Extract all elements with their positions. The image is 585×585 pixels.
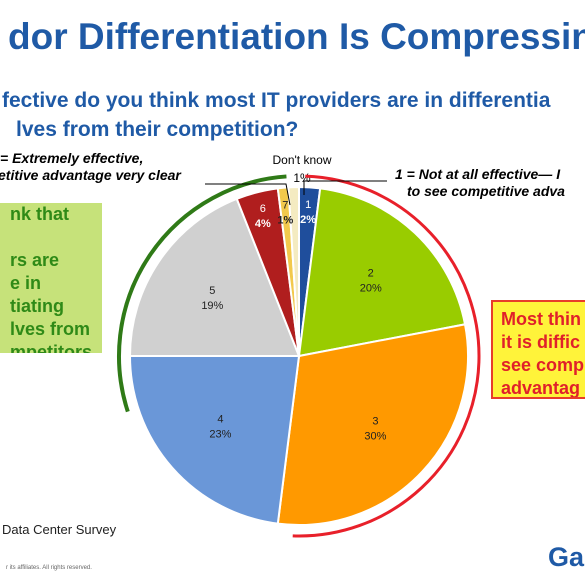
slice-category-label: 6 — [260, 203, 266, 215]
slice-category-label: 2 — [368, 268, 374, 280]
label-extremely-effective-line-1: = Extremely effective, — [0, 150, 144, 166]
slice-category-label: 7 — [282, 199, 288, 211]
pie-slice-don-t-know — [287, 185, 300, 357]
slice-category-label: 5 — [209, 285, 215, 297]
label-dont-know-text: Don't know — [272, 153, 332, 167]
green-line-4: tiating — [10, 296, 64, 316]
slice-value-label: 30% — [364, 431, 386, 443]
green-line-5: lves from — [10, 319, 91, 339]
leader-line-not-at-all — [303, 180, 387, 195]
pie-slice-5 — [128, 197, 301, 357]
difficult-callout-box: Most thin it is diffic see comp advantag — [491, 300, 585, 399]
pie-slice-3 — [276, 323, 469, 526]
green-line-0: nk that — [10, 204, 70, 224]
difficult-bracket-arc — [292, 174, 481, 538]
brand-logo-text: Ga — [548, 542, 585, 572]
pie-slice-2 — [297, 187, 467, 358]
slide-title: dor Differentiation Is Compressing — [0, 6, 585, 66]
label-extremely-effective: = Extremely effective, etitive advantage… — [0, 150, 213, 184]
pie-labels: 1 2% 2 20% 3 30% 4 23% 5 19% 6 4% 7 1% — [201, 199, 386, 443]
slice-value-label: 1% — [277, 214, 293, 226]
slice-category-label: 3 — [372, 416, 378, 428]
slide-title-text: dor Differentiation Is Compressing — [8, 16, 585, 57]
slice-value-label: 23% — [209, 428, 231, 440]
copyright-notice: r its affiliates. All rights reserved. — [6, 565, 92, 571]
effective-bracket-arc — [117, 174, 287, 413]
pie-slices — [128, 185, 469, 526]
label-extremely-effective-line-2: etitive advantage very clear — [0, 167, 181, 183]
green-line-3: e in — [10, 273, 42, 293]
leader-line-extremely-effective — [205, 183, 291, 206]
slice-category-label: 4 — [217, 413, 223, 425]
yellow-line-3: advantag — [501, 378, 581, 398]
yellow-line-0: Most thin — [501, 309, 581, 329]
slice-category-label: 1 — [305, 199, 311, 211]
label-not-at-all-effective: 1 = Not at all effective— I to see compe… — [385, 166, 585, 200]
yellow-line-1: it is diffic — [501, 332, 581, 352]
slice-value-label: 20% — [360, 283, 382, 295]
label-not-at-all-line-2: to see competitive adva — [407, 183, 565, 199]
slice-value-label: 4% — [255, 218, 271, 230]
question-line-1: fective do you think most IT providers a… — [2, 89, 551, 112]
slice-value-label: 19% — [201, 300, 223, 312]
green-line-2: rs are — [10, 250, 60, 270]
pie-slice-4 — [128, 355, 301, 525]
question-line-2: lves from their competition? — [16, 118, 299, 141]
yellow-line-2: see comp — [501, 355, 585, 375]
survey-source: Data Center Survey — [2, 522, 117, 537]
effective-callout-box: nk that rs are e in tiating lves from mp… — [0, 203, 102, 353]
slice-value-label: 2% — [300, 214, 316, 226]
label-not-at-all-line-1: 1 = Not at all effective— I — [395, 166, 561, 182]
green-line-6: mpetitors — [10, 342, 93, 353]
